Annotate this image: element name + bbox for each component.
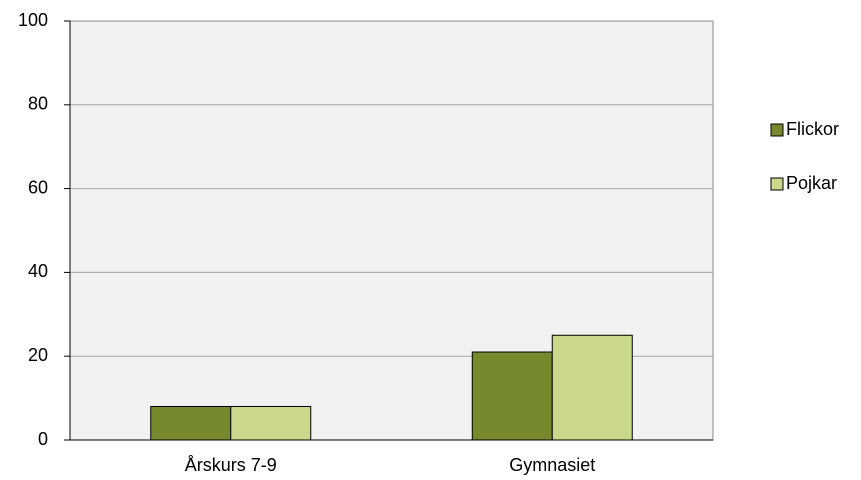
y-tick-label: 100 [18,10,48,30]
x-tick-label: Årskurs 7-9 [185,455,277,475]
y-tick-label: 20 [28,345,48,365]
bar [471,351,553,441]
legend-swatch [770,177,784,191]
legend-swatch [770,123,784,137]
y-tick-label: 0 [38,429,48,449]
y-tick-label: 60 [28,177,48,197]
bar [230,405,312,441]
legend-label: Pojkar [786,173,837,193]
y-tick-label: 40 [28,261,48,281]
y-tick-label: 80 [28,94,48,114]
legend-label: Flickor [786,119,839,139]
bar [551,334,633,441]
x-tick-label: Gymnasiet [509,455,595,475]
bar [150,405,232,441]
